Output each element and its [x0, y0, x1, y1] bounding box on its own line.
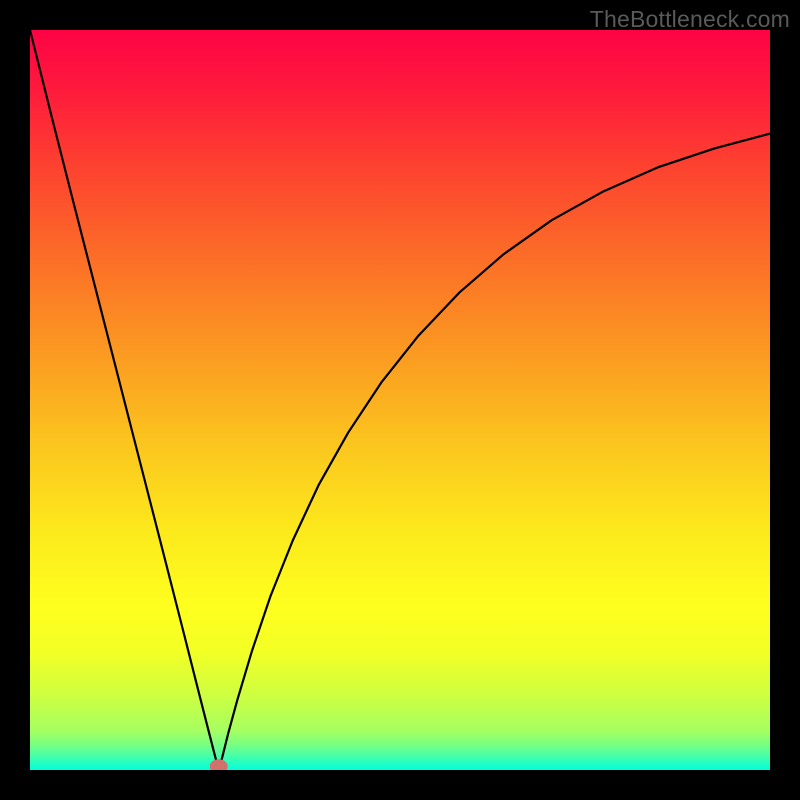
- bottleneck-chart: [30, 30, 770, 770]
- chart-outer-frame: TheBottleneck.com: [0, 0, 800, 800]
- watermark-text: TheBottleneck.com: [590, 6, 790, 33]
- plot-area: [30, 30, 770, 770]
- gradient-background: [30, 30, 770, 770]
